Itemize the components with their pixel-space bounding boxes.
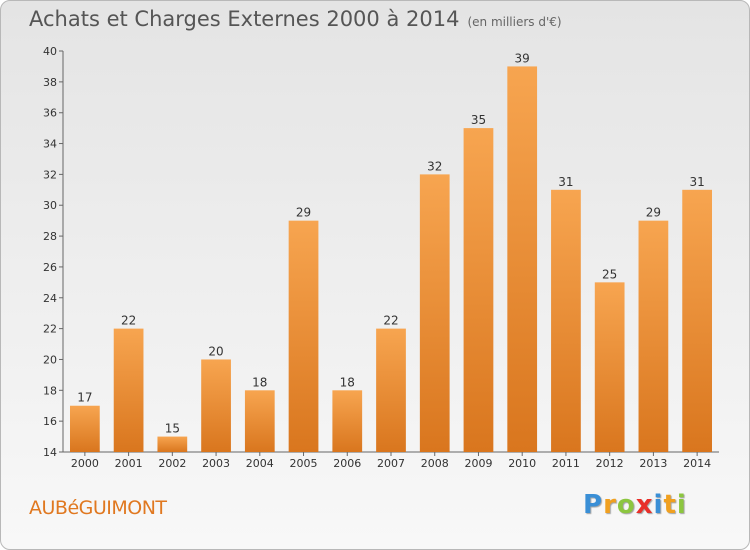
y-tick-label: 38 bbox=[43, 76, 57, 89]
x-tick-label: 2013 bbox=[639, 457, 667, 470]
data-label: 35 bbox=[471, 113, 486, 127]
data-label: 29 bbox=[646, 206, 661, 220]
y-tick-label: 36 bbox=[43, 107, 57, 120]
x-tick-label: 2005 bbox=[290, 457, 318, 470]
bar bbox=[551, 189, 581, 453]
bar bbox=[113, 328, 144, 452]
data-label: 18 bbox=[340, 375, 355, 389]
x-tick-label: 2007 bbox=[377, 457, 405, 470]
logo-letter: r bbox=[603, 490, 617, 520]
x-tick-label: 2004 bbox=[246, 457, 274, 470]
data-label: 31 bbox=[558, 175, 573, 189]
data-label: 20 bbox=[208, 344, 223, 358]
logo-letter: o bbox=[616, 490, 636, 520]
y-tick-label: 34 bbox=[43, 138, 57, 151]
axes: 14 16 18 20 22 24 26 28 30 32 34 36 38 40 2000 2001 2002… bbox=[43, 45, 719, 470]
bar bbox=[332, 390, 363, 452]
bar bbox=[376, 328, 406, 452]
y-tick-label: 20 bbox=[43, 353, 57, 366]
x-tick-label: 2006 bbox=[333, 457, 361, 470]
y-tick-label: 40 bbox=[43, 45, 57, 58]
commune-name: AUBéGUIMONT bbox=[29, 497, 167, 519]
bar bbox=[638, 220, 669, 452]
data-label: 22 bbox=[383, 314, 398, 328]
bar bbox=[463, 128, 494, 452]
x-tick-label: 2001 bbox=[115, 457, 143, 470]
chart-unit: (en milliers d'€) bbox=[467, 15, 562, 29]
x-tick-label: 2008 bbox=[421, 457, 449, 470]
x-tick-label: 2002 bbox=[158, 457, 186, 470]
bar bbox=[507, 66, 538, 452]
y-tick-label: 24 bbox=[43, 292, 57, 305]
logo-letter: i bbox=[676, 490, 687, 520]
y-tick-label: 28 bbox=[43, 230, 57, 243]
x-tick-label: 2010 bbox=[508, 457, 536, 470]
proxiti-logo: Proxiti bbox=[583, 490, 687, 520]
bar bbox=[594, 282, 625, 452]
y-tick-label: 32 bbox=[43, 168, 57, 181]
bar bbox=[288, 220, 319, 452]
chart-title-text: Achats et Charges Externes 2000 à 2014 bbox=[29, 7, 460, 31]
logo-letter: i bbox=[653, 490, 664, 520]
x-tick-label: 2011 bbox=[552, 457, 580, 470]
logo-letter: x bbox=[635, 490, 654, 520]
x-tick-label: 2012 bbox=[596, 457, 624, 470]
x-tick-label: 2003 bbox=[202, 457, 230, 470]
data-label: 18 bbox=[252, 375, 267, 389]
bar bbox=[419, 174, 450, 452]
y-tick-label: 14 bbox=[43, 446, 57, 459]
bars bbox=[69, 66, 713, 453]
bar bbox=[69, 405, 100, 452]
bar bbox=[201, 359, 231, 452]
bar bbox=[157, 436, 188, 452]
logo-letter: t bbox=[663, 490, 677, 520]
y-tick-label: 18 bbox=[43, 384, 57, 397]
x-tick-label: 2014 bbox=[683, 457, 711, 470]
data-labels: 17 22 15 20 18 29 18 22 32 35 39 31 25 29 31 bbox=[77, 51, 705, 435]
y-tick-label: 22 bbox=[43, 323, 57, 336]
data-label: 22 bbox=[121, 314, 136, 328]
logo-letter: P bbox=[583, 490, 604, 520]
data-label: 31 bbox=[689, 175, 704, 189]
data-label: 29 bbox=[296, 206, 311, 220]
data-label: 32 bbox=[427, 159, 442, 173]
x-tick-label: 2000 bbox=[71, 457, 99, 470]
data-label: 39 bbox=[515, 51, 530, 65]
y-tick-label: 16 bbox=[43, 415, 57, 428]
bar bbox=[244, 390, 275, 452]
y-tick-label: 30 bbox=[43, 199, 57, 212]
x-tick-label: 2009 bbox=[464, 457, 492, 470]
data-label: 25 bbox=[602, 267, 617, 281]
bar bbox=[682, 189, 713, 453]
data-label: 17 bbox=[77, 391, 92, 405]
data-label: 15 bbox=[165, 422, 180, 436]
chart-title: Achats et Charges Externes 2000 à 2014 (e… bbox=[29, 7, 562, 31]
y-tick-label: 26 bbox=[43, 261, 57, 274]
